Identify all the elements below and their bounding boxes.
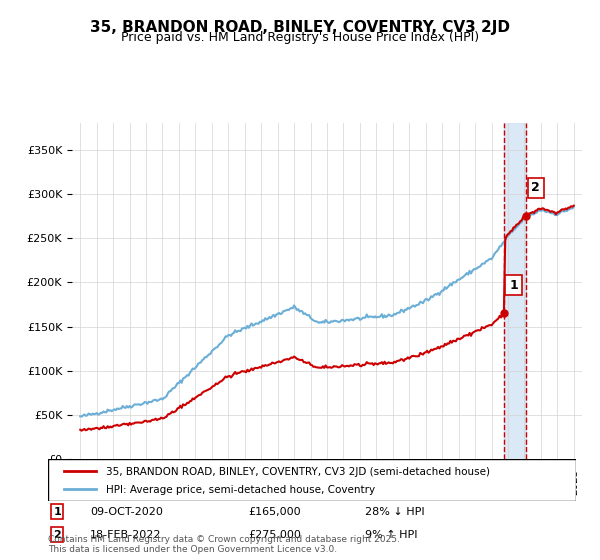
Text: Contains HM Land Registry data © Crown copyright and database right 2025.
This d: Contains HM Land Registry data © Crown c…	[48, 535, 400, 554]
Bar	[504, 123, 526, 459]
Text: £165,000: £165,000	[248, 507, 301, 517]
Text: 1: 1	[509, 278, 518, 292]
Text: 2: 2	[53, 530, 61, 539]
Text: 28% ↓ HPI: 28% ↓ HPI	[365, 507, 424, 517]
Text: 1: 1	[53, 507, 61, 517]
Text: 09-OCT-2020: 09-OCT-2020	[90, 507, 163, 517]
Text: HPI: Average price, semi-detached house, Coventry: HPI: Average price, semi-detached house,…	[106, 486, 375, 495]
FancyBboxPatch shape	[48, 459, 576, 501]
Text: 35, BRANDON ROAD, BINLEY, COVENTRY, CV3 2JD: 35, BRANDON ROAD, BINLEY, COVENTRY, CV3 …	[90, 20, 510, 35]
Text: Price paid vs. HM Land Registry's House Price Index (HPI): Price paid vs. HM Land Registry's House …	[121, 31, 479, 44]
Text: 2: 2	[532, 181, 540, 194]
Text: 9% ↑ HPI: 9% ↑ HPI	[365, 530, 418, 539]
Text: £275,000: £275,000	[248, 530, 302, 539]
Text: 35, BRANDON ROAD, BINLEY, COVENTRY, CV3 2JD (semi-detached house): 35, BRANDON ROAD, BINLEY, COVENTRY, CV3 …	[106, 467, 490, 477]
Text: 18-FEB-2022: 18-FEB-2022	[90, 530, 162, 539]
